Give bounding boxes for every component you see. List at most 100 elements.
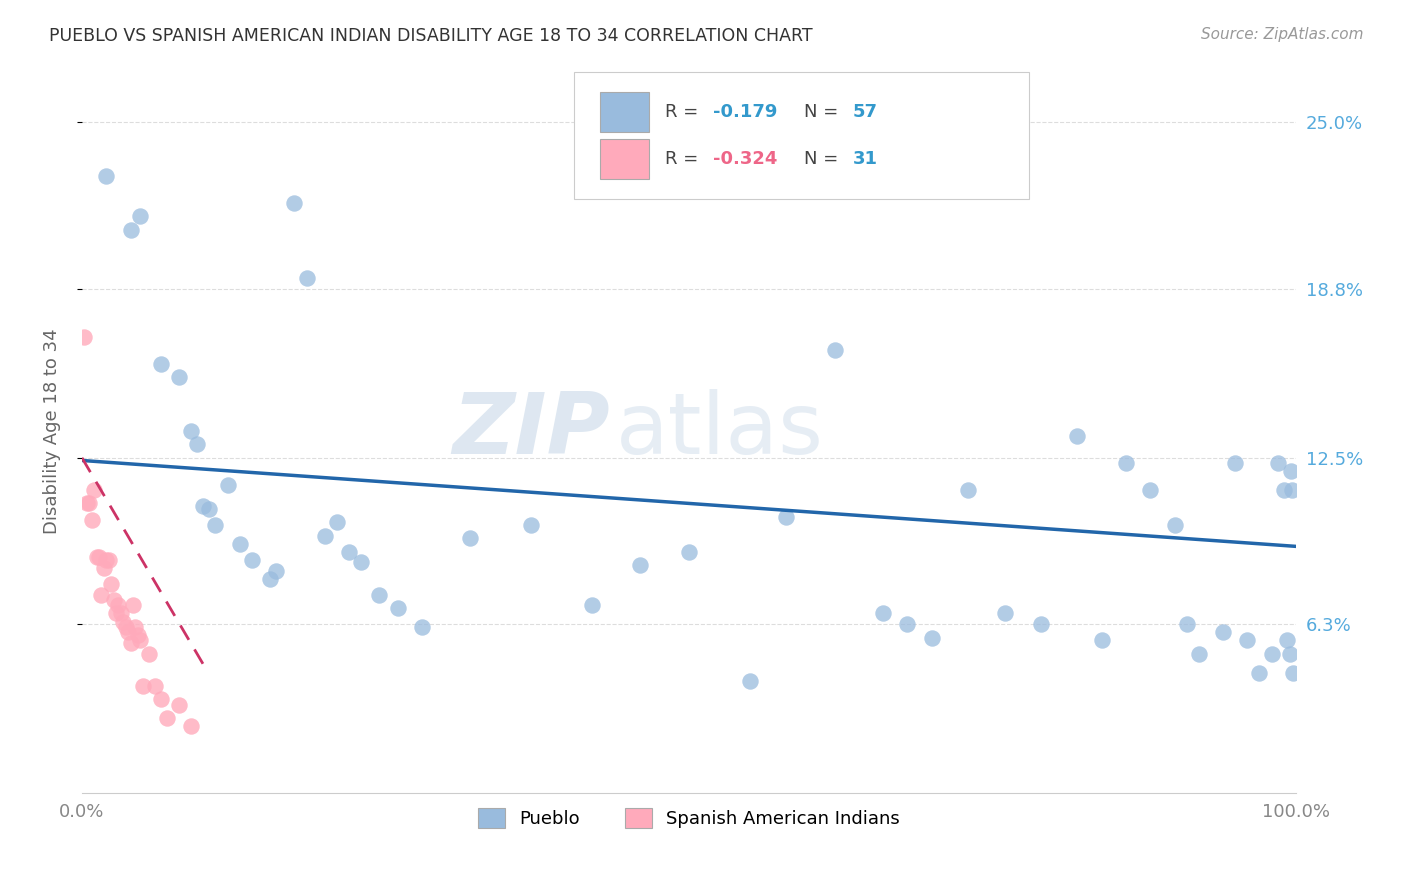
Point — [167, 698, 190, 712]
Point — [678, 545, 700, 559]
Point — [217, 477, 239, 491]
Point — [957, 483, 980, 497]
Text: 31: 31 — [853, 150, 877, 168]
Point — [180, 719, 202, 733]
Text: 57: 57 — [853, 103, 877, 121]
Point — [96, 169, 118, 183]
Point — [775, 509, 797, 524]
Point — [921, 631, 943, 645]
Point — [283, 195, 305, 210]
Point — [156, 711, 179, 725]
Point — [129, 209, 152, 223]
Point — [114, 620, 136, 634]
Point — [149, 357, 172, 371]
Point — [90, 588, 112, 602]
Point — [240, 553, 263, 567]
Text: ZIP: ZIP — [453, 390, 610, 473]
Point — [107, 599, 129, 613]
Text: R =: R = — [665, 150, 703, 168]
Point — [314, 528, 336, 542]
FancyBboxPatch shape — [574, 72, 1029, 199]
Point — [97, 553, 120, 567]
Point — [1115, 456, 1137, 470]
Point — [460, 531, 482, 545]
Text: N =: N = — [804, 103, 844, 121]
FancyBboxPatch shape — [600, 92, 650, 132]
Point — [167, 370, 190, 384]
Point — [1249, 665, 1271, 680]
Point — [100, 577, 122, 591]
Point — [127, 628, 149, 642]
Point — [1260, 647, 1282, 661]
Point — [1267, 456, 1289, 470]
Point — [896, 617, 918, 632]
Point — [1029, 617, 1052, 632]
Point — [520, 517, 543, 532]
Point — [1225, 456, 1247, 470]
Point — [129, 633, 152, 648]
Point — [138, 647, 160, 661]
Point — [87, 550, 110, 565]
Point — [122, 599, 145, 613]
Text: Source: ZipAtlas.com: Source: ZipAtlas.com — [1201, 27, 1364, 42]
Point — [326, 515, 349, 529]
Point — [73, 330, 96, 344]
Point — [1236, 633, 1258, 648]
Point — [120, 222, 142, 236]
Point — [1091, 633, 1114, 648]
Point — [1279, 464, 1302, 478]
Point — [112, 615, 135, 629]
Point — [149, 692, 172, 706]
Point — [1272, 483, 1295, 497]
Point — [110, 607, 132, 621]
Point — [1277, 633, 1299, 648]
Point — [295, 271, 318, 285]
Point — [350, 556, 373, 570]
Point — [337, 545, 360, 559]
Point — [186, 437, 208, 451]
Point — [93, 561, 115, 575]
Point — [104, 607, 127, 621]
Point — [368, 588, 391, 602]
Point — [824, 343, 846, 358]
Point — [411, 620, 433, 634]
Legend: Pueblo, Spanish American Indians: Pueblo, Spanish American Indians — [471, 801, 907, 835]
Point — [83, 483, 105, 497]
Point — [628, 558, 651, 573]
Point — [229, 537, 252, 551]
Point — [1278, 647, 1301, 661]
Point — [1212, 625, 1234, 640]
Text: -0.179: -0.179 — [713, 103, 778, 121]
Text: R =: R = — [665, 103, 703, 121]
Point — [581, 599, 603, 613]
Point — [96, 553, 118, 567]
Point — [117, 625, 139, 640]
Point — [180, 424, 202, 438]
Point — [198, 501, 221, 516]
Point — [264, 564, 287, 578]
Y-axis label: Disability Age 18 to 34: Disability Age 18 to 34 — [44, 328, 60, 533]
Text: PUEBLO VS SPANISH AMERICAN INDIAN DISABILITY AGE 18 TO 34 CORRELATION CHART: PUEBLO VS SPANISH AMERICAN INDIAN DISABI… — [49, 27, 813, 45]
Point — [1282, 665, 1305, 680]
Point — [387, 601, 409, 615]
Point — [1163, 517, 1185, 532]
Point — [993, 607, 1015, 621]
Point — [872, 607, 894, 621]
Point — [1175, 617, 1198, 632]
Point — [131, 679, 153, 693]
FancyBboxPatch shape — [600, 139, 650, 179]
Point — [738, 673, 761, 688]
Point — [77, 496, 100, 510]
Point — [259, 572, 281, 586]
Point — [1066, 429, 1088, 443]
Point — [143, 679, 166, 693]
Point — [76, 496, 98, 510]
Point — [204, 517, 226, 532]
Point — [103, 593, 125, 607]
Point — [1139, 483, 1161, 497]
Point — [1281, 483, 1303, 497]
Point — [1188, 647, 1211, 661]
Point — [80, 512, 103, 526]
Text: -0.324: -0.324 — [713, 150, 778, 168]
Point — [124, 620, 146, 634]
